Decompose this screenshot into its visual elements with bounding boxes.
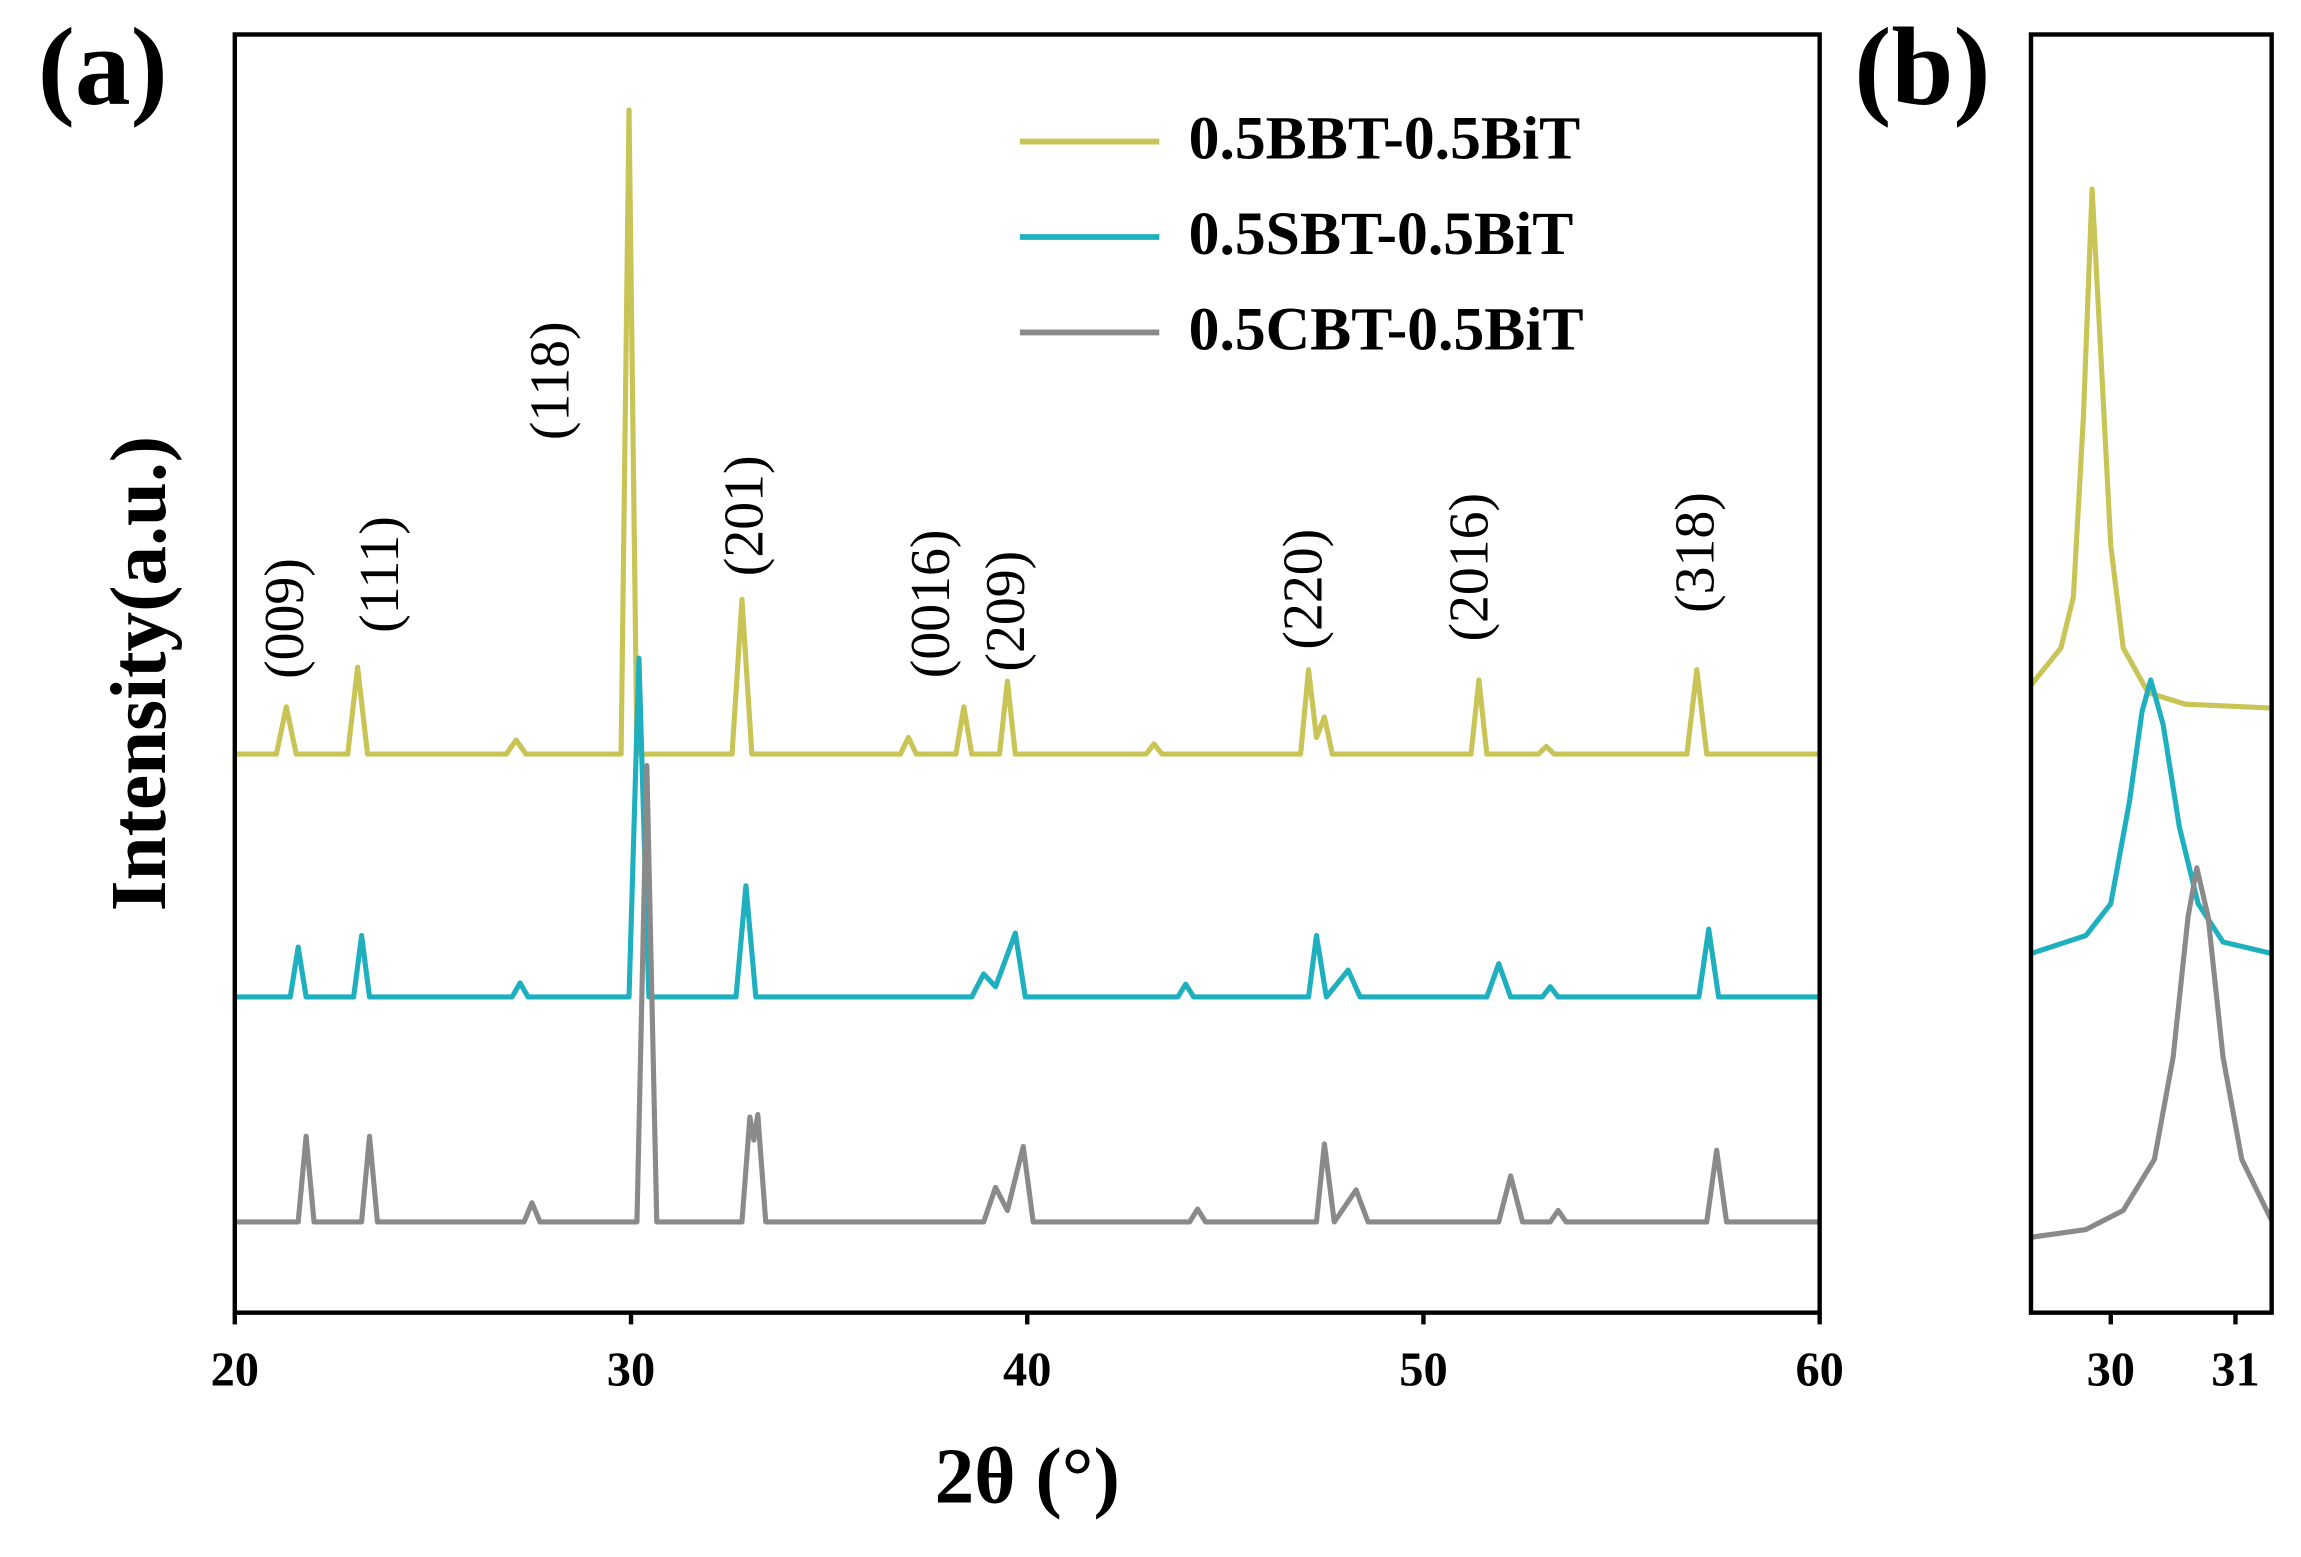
series-line <box>234 107 1820 757</box>
peak-annotation: (209) <box>975 551 1037 672</box>
y-axis-label: Intensity(a.u.) <box>95 436 183 911</box>
series-line <box>234 655 1820 1000</box>
peak-annotation: (318) <box>1665 492 1727 613</box>
legend-label: 0.5SBT-0.5BiT <box>1189 200 1574 268</box>
legend-label: 0.5BBT-0.5BiT <box>1189 105 1581 173</box>
peak-annotation: (201) <box>714 455 776 576</box>
panel-label: (b) <box>1854 6 1990 129</box>
peak-annotation: (0016) <box>900 530 962 679</box>
x-tick-label: 31 <box>2211 1343 2259 1396</box>
x-tick-label: 30 <box>607 1343 655 1396</box>
series-line <box>2028 186 2272 711</box>
x-tick-label: 50 <box>1399 1343 1447 1396</box>
x-axis-label: 2θ (°) <box>935 1433 1120 1521</box>
peak-annotation: (118) <box>520 321 582 440</box>
panel-label: (a) <box>38 6 168 129</box>
peak-annotation: (111) <box>349 516 411 633</box>
x-tick-label: 30 <box>2087 1343 2135 1396</box>
legend-label: 0.5CBT-0.5BiT <box>1189 295 1584 363</box>
series-line <box>2030 677 2273 956</box>
peak-annotation: (2016) <box>1439 493 1501 642</box>
series-line <box>234 763 1820 1225</box>
peak-annotation: (009) <box>254 558 316 679</box>
plot-frame <box>232 32 1822 1315</box>
series-line <box>2030 865 2274 1240</box>
peak-annotation: (220) <box>1272 529 1334 650</box>
plot-frame <box>2028 32 2274 1315</box>
x-tick-label: 40 <box>1003 1343 1051 1396</box>
x-tick-label: 60 <box>1795 1343 1843 1396</box>
x-tick-label: 20 <box>211 1343 259 1396</box>
